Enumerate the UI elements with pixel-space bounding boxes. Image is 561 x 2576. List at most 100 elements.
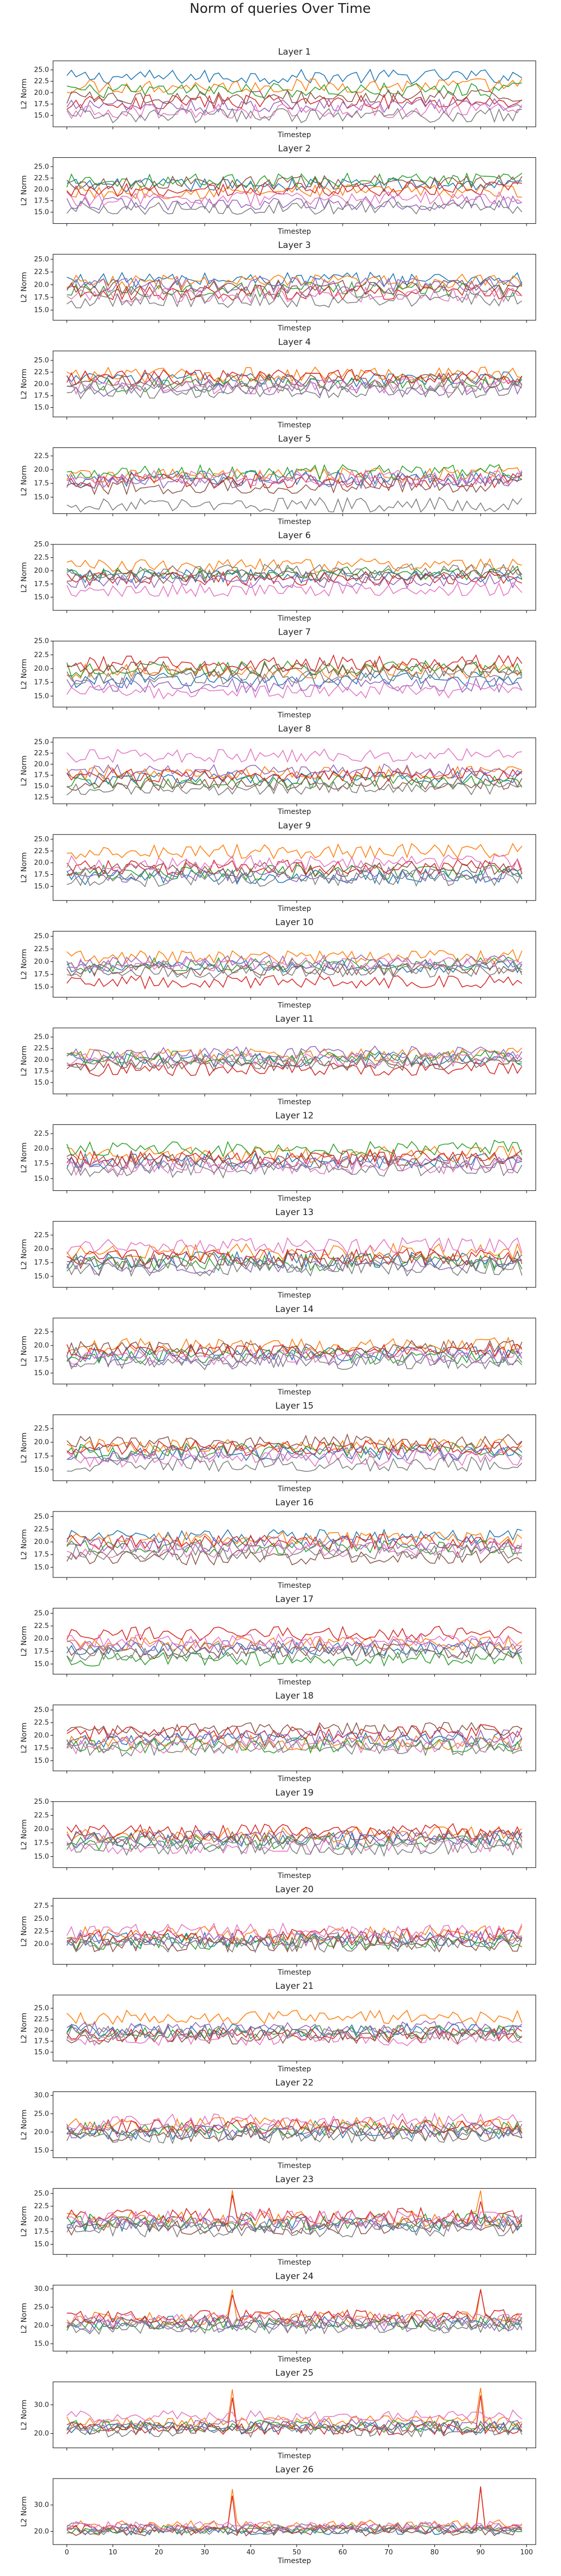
y-tick-label: 17.5	[34, 1839, 49, 1847]
series-line	[66, 1837, 522, 1855]
x-axis-label: Timestep	[277, 2162, 311, 2170]
series-line	[66, 284, 522, 301]
y-tick-label: 17.5	[34, 2038, 49, 2046]
y-tick-label: 17.5	[34, 1356, 49, 1364]
x-tick-label: 100	[520, 2549, 533, 2556]
x-axis-label: Timestep	[277, 2452, 311, 2460]
axes-frame	[53, 1027, 536, 1094]
y-tick-label: 27.5	[34, 1902, 49, 1910]
axes-frame	[53, 1995, 536, 2062]
subplot-title: Layer 16	[275, 1498, 313, 1508]
y-tick-label: 15.0	[34, 1466, 49, 1474]
subplot-layer-23: Layer 23 15.0 17.5 20.0 22.5 25.0 L2 Norm Times…	[20, 2174, 536, 2267]
series-line	[66, 860, 522, 878]
x-axis-label: Timestep	[277, 131, 311, 139]
y-tick-label: 17.5	[34, 772, 49, 779]
series-line	[66, 477, 522, 496]
series-line	[66, 1638, 522, 1654]
y-tick-label: 15.0	[34, 1564, 49, 1571]
y-tick-label: 15.0	[34, 1369, 49, 1377]
x-tick-label: 50	[293, 2549, 301, 2556]
y-axis-label: L2 Norm	[20, 1142, 28, 1173]
series-line	[66, 1433, 522, 1451]
series-line	[66, 1922, 522, 1941]
series-line	[66, 1835, 522, 1852]
y-tick-label: 22.5	[34, 269, 49, 276]
series-line	[66, 2525, 522, 2537]
series-line	[66, 2520, 522, 2532]
y-tick-label: 20.0	[34, 1342, 49, 1350]
y-tick-label: 15.0	[34, 493, 49, 501]
y-tick-label: 22.5	[34, 1425, 49, 1433]
x-axis-label: Timestep	[277, 1485, 311, 1493]
y-tick-label: 20.0	[34, 1732, 49, 1739]
subplot-layer-26: Layer 26 20.0 30.0 0 10 20 30 40 50 60 70 80 90 100 L2…	[20, 2465, 536, 2565]
subplot-title: Layer 20	[275, 1884, 313, 1894]
series-line	[66, 1549, 522, 1566]
y-tick-label: 20.0	[34, 281, 49, 289]
x-axis-label: Timestep	[277, 2258, 311, 2267]
series-line	[66, 2419, 522, 2433]
series-line	[66, 2009, 522, 2025]
y-tick-label: 15.0	[34, 1079, 49, 1087]
series-line	[66, 89, 522, 106]
series-line	[66, 174, 522, 190]
y-tick-label: 15.0	[34, 307, 49, 314]
series-line	[66, 2312, 522, 2328]
series-line	[66, 1054, 522, 1070]
x-tick-label: 40	[246, 2549, 255, 2556]
subplot-layer-5: Layer 5 15.0 17.5 20.0 22.5 L2 Norm Timestep	[20, 434, 536, 526]
series-line	[66, 1152, 522, 1169]
y-tick-label: 15.0	[34, 2049, 49, 2056]
x-axis-label: Timestep	[277, 614, 311, 623]
series-line	[66, 1450, 522, 1468]
x-tick-label: 60	[338, 2549, 347, 2556]
y-tick-label: 20.0	[34, 2026, 49, 2034]
y-tick-label: 22.5	[34, 1328, 49, 1336]
series-line	[66, 2289, 522, 2324]
series-line	[66, 961, 522, 977]
axes-frame	[53, 2091, 536, 2158]
y-tick-label: 15.0	[34, 404, 49, 412]
series-line	[66, 2523, 522, 2534]
subplot-title: Layer 6	[278, 530, 311, 541]
y-tick-label: 20.0	[34, 2430, 49, 2438]
series-line	[66, 2409, 522, 2423]
axes-frame	[53, 60, 536, 127]
y-tick-label: 15.0	[34, 1175, 49, 1183]
subplot-layer-15: Layer 15 15.0 17.5 20.0 22.5 L2 Norm Timestep	[20, 1401, 536, 1493]
series-line	[66, 1739, 522, 1757]
figure-title: Norm of queries Over Time	[190, 1, 371, 16]
series-line	[66, 172, 522, 188]
series-line	[66, 1347, 522, 1366]
y-tick-label: 15.0	[34, 2147, 49, 2154]
y-tick-label: 20.0	[34, 567, 49, 575]
series-line	[66, 2423, 522, 2438]
y-tick-label: 25.0	[34, 1034, 49, 1041]
x-axis-label: Timestep	[277, 905, 311, 913]
y-tick-label: 17.5	[34, 294, 49, 302]
axes-frame	[53, 1704, 536, 1771]
subplots-container: Layer 1 15.0 17.5 20.0 22.5 25.0 L2 Norm Timest…	[20, 47, 536, 2565]
subplot-title: Layer 25	[275, 2368, 313, 2378]
series-line	[66, 286, 522, 304]
series-line	[66, 864, 522, 881]
y-tick-label: 25.0	[34, 1513, 49, 1521]
y-tick-label: 15.0	[34, 209, 49, 217]
series-line	[66, 1935, 522, 1953]
series-line	[66, 871, 522, 888]
subplot-title: Layer 26	[275, 2465, 313, 2475]
series-line	[66, 1729, 522, 1746]
series-line	[66, 949, 522, 965]
axes-frame	[53, 157, 536, 224]
series-line	[66, 200, 522, 215]
subplot-title: Layer 8	[278, 724, 311, 734]
series-line	[66, 69, 522, 85]
y-tick-label: 17.5	[34, 2228, 49, 2236]
subplot-layer-20: Layer 20 20.0 22.5 25.0 27.5 L2 Norm Timestep	[20, 1884, 536, 1976]
subplot-layer-13: Layer 13 15.0 17.5 20.0 22.5 L2 Norm Timestep	[20, 1207, 536, 1300]
subplot-layer-12: Layer 12 15.0 17.5 20.0 22.5 L2 Norm Timestep	[20, 1111, 536, 1203]
series-line	[66, 1250, 522, 1270]
series-line	[66, 1531, 522, 1548]
subplot-title: Layer 9	[278, 821, 311, 831]
